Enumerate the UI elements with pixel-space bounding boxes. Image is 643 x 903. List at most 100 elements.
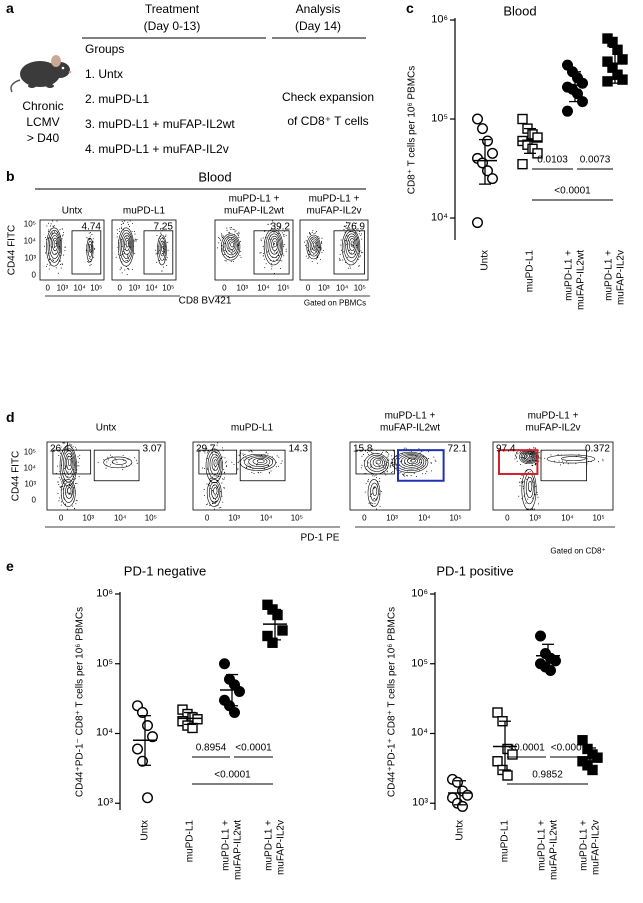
- event-dot: [537, 496, 539, 498]
- event-dot: [384, 472, 386, 474]
- x-tick-label: 10³: [228, 513, 241, 523]
- event-dot: [349, 227, 351, 229]
- event-dot: [156, 235, 158, 237]
- event-dot: [226, 465, 228, 467]
- event-dot: [259, 252, 261, 254]
- event-dot: [90, 264, 92, 266]
- data-point: [487, 147, 499, 159]
- event-dot: [89, 246, 91, 248]
- event-dot: [248, 465, 250, 467]
- p-value: <0.0001: [235, 742, 272, 754]
- event-dot: [354, 223, 356, 225]
- event-dot: [210, 477, 212, 479]
- event-dot: [273, 231, 275, 233]
- event-dot: [56, 220, 58, 222]
- event-dot: [61, 482, 63, 484]
- event-dot: [72, 475, 74, 477]
- event-dot: [272, 459, 274, 461]
- event-dot: [62, 264, 64, 266]
- event-dot: [353, 246, 355, 248]
- event-dot: [361, 464, 363, 466]
- event-dot: [214, 495, 216, 497]
- event-dot: [534, 447, 536, 449]
- event-dot: [224, 249, 226, 251]
- event-dot: [224, 457, 226, 459]
- event-dot: [247, 463, 249, 465]
- event-dot: [221, 235, 223, 237]
- event-dot: [60, 479, 62, 481]
- y-tick-label: 10⁴: [23, 463, 36, 473]
- event-dot: [74, 508, 76, 510]
- event-dot: [267, 223, 269, 225]
- event-dot: [352, 244, 354, 246]
- event-dot: [430, 461, 432, 463]
- data-point: [482, 135, 494, 147]
- sample-label: muPD-L1 + muFAP-IL2v: [525, 410, 581, 434]
- event-dot: [86, 237, 88, 239]
- gating-note: Gated on PBMCs: [303, 298, 367, 308]
- event-dot: [520, 477, 522, 479]
- event-dot: [275, 466, 277, 468]
- event-dot: [276, 461, 278, 463]
- event-dot: [237, 462, 239, 464]
- event-dot: [213, 444, 215, 446]
- x-tick-label: muPD-L1: [499, 820, 511, 863]
- event-dot: [284, 243, 286, 245]
- event-dot: [201, 467, 203, 469]
- p-value: 0.8954: [195, 742, 227, 754]
- event-dot: [90, 252, 92, 254]
- event-dot: [62, 234, 64, 236]
- x-tick-label: Untx: [479, 250, 491, 271]
- contour: [350, 240, 355, 248]
- event-dot: [105, 467, 107, 469]
- event-dot: [212, 490, 214, 492]
- event-dot: [304, 241, 306, 243]
- event-dot: [309, 234, 311, 236]
- event-dot: [519, 481, 521, 483]
- x-tick-label: 10⁴: [418, 513, 431, 523]
- gate: [239, 449, 286, 482]
- event-dot: [213, 503, 215, 505]
- event-dot: [218, 507, 220, 509]
- y-tick-label: 10³: [412, 796, 428, 809]
- event-dot: [251, 471, 253, 473]
- x-tick-label: muPD-L1 + muFAP-IL2v: [578, 820, 602, 876]
- contour: [224, 237, 238, 256]
- event-dot: [67, 508, 69, 510]
- event-dot: [387, 467, 389, 469]
- event-dot: [61, 263, 63, 265]
- contour: [53, 240, 57, 248]
- event-dot: [221, 447, 223, 449]
- event-dot: [106, 461, 108, 463]
- event-dot: [383, 466, 385, 468]
- event-dot: [536, 491, 538, 493]
- event-dot: [76, 482, 78, 484]
- event-dot: [60, 486, 62, 488]
- header: (Day 0-13): [143, 19, 201, 34]
- data-point: [272, 609, 283, 621]
- x-tick-label: 0: [505, 513, 510, 523]
- header: (Day 14): [294, 19, 342, 34]
- event-dot: [159, 249, 161, 251]
- p-value: 0.0103: [537, 154, 568, 166]
- event-dot: [307, 257, 309, 259]
- event-dot: [516, 460, 518, 462]
- y-tick-label: 10⁵: [23, 447, 36, 457]
- contour: [86, 237, 94, 263]
- y-tick-label: 10⁵: [411, 657, 428, 670]
- event-dot: [561, 460, 563, 462]
- event-dot: [242, 453, 244, 455]
- event-dot: [390, 466, 392, 468]
- event-dot: [379, 480, 381, 482]
- event-dot: [435, 460, 437, 462]
- header: Treatment: [144, 2, 200, 17]
- contour: [50, 235, 59, 255]
- event-dot: [345, 221, 347, 223]
- event-dot: [155, 253, 157, 255]
- contour: [87, 240, 93, 258]
- event-dot: [62, 235, 64, 237]
- sample-label: muPD-L1 + muFAP-IL2wt: [223, 193, 285, 217]
- contour: [265, 231, 282, 262]
- event-dot: [206, 448, 208, 450]
- event-dot: [578, 453, 580, 455]
